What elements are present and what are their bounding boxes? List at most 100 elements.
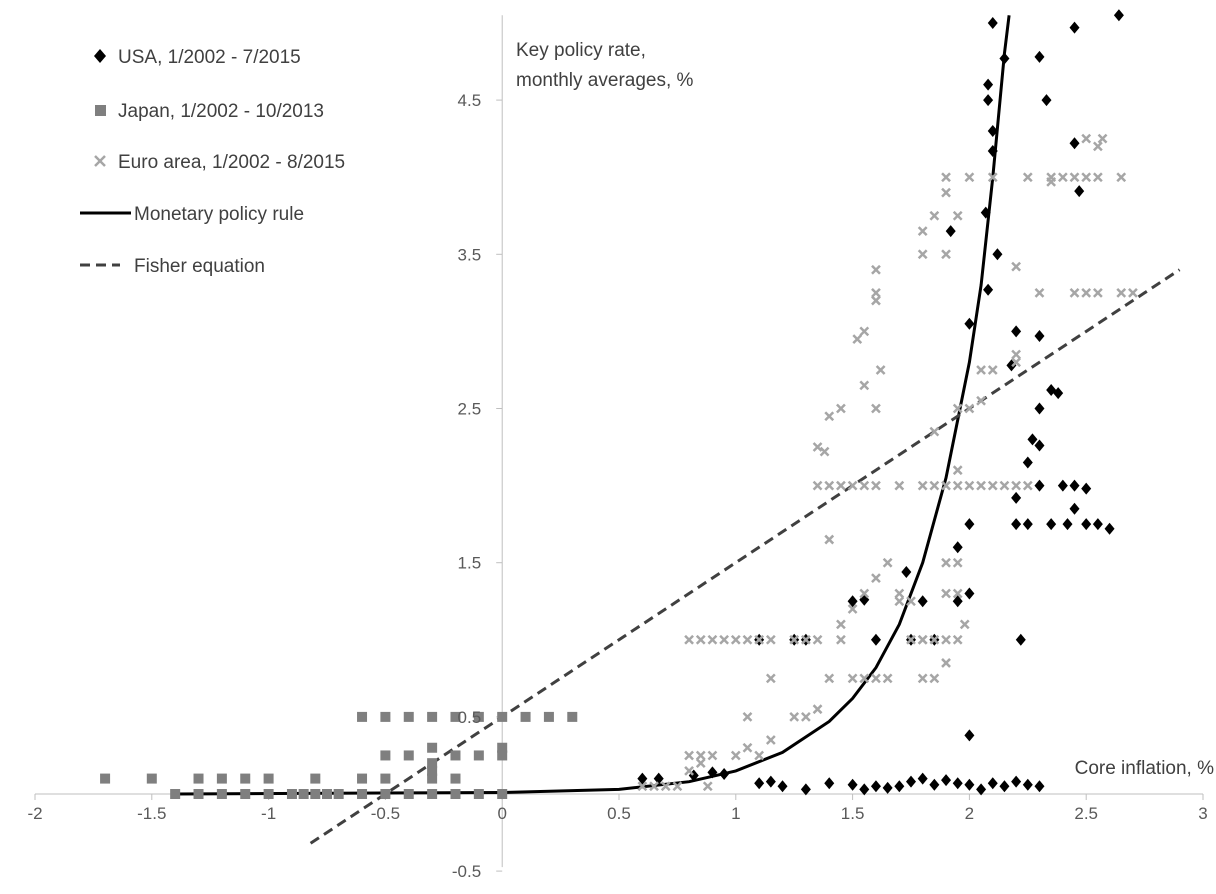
point-euro [859,326,870,337]
legend-label-fisher: Fisher equation [134,256,265,277]
point-euro [649,781,659,792]
point-euro [941,588,951,599]
point-euro [1011,480,1022,491]
point-euro [719,634,730,645]
point-japan [322,789,332,799]
point-euro [754,750,765,761]
point-usa [870,633,881,646]
y-tick-label: 2.5 [458,400,482,419]
point-japan [286,789,297,799]
point-euro [964,403,975,414]
point-euro [742,742,753,753]
point-euro [836,634,846,645]
x-tick-label: -0.5 [371,804,400,823]
point-japan [357,773,368,784]
point-japan [263,789,274,799]
legend: USA, 1/2002 - 7/2015 Japan, 1/2002 - 10/… [80,47,345,277]
point-euro [871,264,881,275]
point-usa [976,783,987,796]
point-euro [1116,287,1127,298]
point-euro [754,634,765,645]
point-euro [917,634,928,645]
point-euro [819,446,830,457]
point-usa [952,777,963,790]
series-points [100,9,1138,799]
point-usa [1113,9,1124,22]
point-japan [310,789,321,799]
point-euro [852,334,863,344]
point-usa [999,52,1010,65]
point-usa [964,317,975,330]
x-tick-label: 1 [731,804,740,823]
point-euro [1081,133,1092,144]
series-line-rule [175,15,1011,796]
point-japan [380,789,391,799]
point-japan [193,789,204,799]
point-japan [357,711,368,722]
x-tick-label: -1 [261,804,276,823]
point-japan [333,789,344,799]
point-euro [1011,349,1022,360]
point-euro [871,295,881,306]
point-euro [941,480,951,491]
legend-label-japan: Japan, 1/2002 - 10/2013 [118,101,324,122]
point-euro [742,712,753,722]
point-usa [964,729,975,742]
legend-label-euro: Euro area, 1/2002 - 8/2015 [118,152,345,173]
legend-label-usa: USA, 1/2002 - 7/2015 [118,47,301,68]
point-japan [450,711,461,722]
point-usa [964,518,975,531]
legend-marker-euro [94,155,106,167]
point-euro [824,411,835,422]
x-tick-label: 0.5 [607,804,631,823]
point-euro [847,673,858,684]
point-euro [941,658,951,668]
point-euro [976,480,986,491]
point-usa [1092,518,1103,531]
point-usa [983,78,994,91]
point-euro [999,480,1010,491]
legend-label-rule: Monetary policy rule [134,204,304,225]
point-usa [952,541,963,554]
point-euro [976,395,986,406]
point-euro [812,704,823,715]
point-usa [847,595,858,608]
point-usa [917,595,928,608]
point-euro [765,735,776,745]
point-japan [427,742,438,753]
point-japan [380,711,391,722]
point-euro [1022,172,1033,183]
point-usa [917,772,928,785]
x-tick-label: 2.5 [1074,804,1098,823]
point-japan [497,711,508,722]
point-euro [917,249,928,260]
point-euro [894,480,905,491]
point-usa [1069,137,1080,150]
point-euro [871,480,881,491]
point-euro [987,172,998,183]
point-euro [824,534,835,545]
point-usa [906,775,916,788]
point-usa [1022,518,1033,531]
point-usa [859,783,870,796]
point-usa [719,767,730,780]
point-usa [847,778,858,791]
point-euro [882,557,893,568]
point-usa [1011,491,1022,504]
point-euro [941,634,951,645]
point-japan [357,789,368,799]
point-euro [952,557,963,568]
point-euro [847,480,858,491]
point-euro [894,588,905,599]
point-euro [742,634,753,645]
point-usa [1053,387,1064,400]
point-euro [695,634,706,645]
point-euro [812,634,823,645]
point-euro [894,596,905,607]
point-japan [216,789,227,799]
point-japan [193,773,204,784]
point-euro [707,750,718,761]
x-tick-label: 1.5 [841,804,865,823]
y-tick-label: 4.5 [458,91,482,110]
point-usa [1015,633,1026,646]
